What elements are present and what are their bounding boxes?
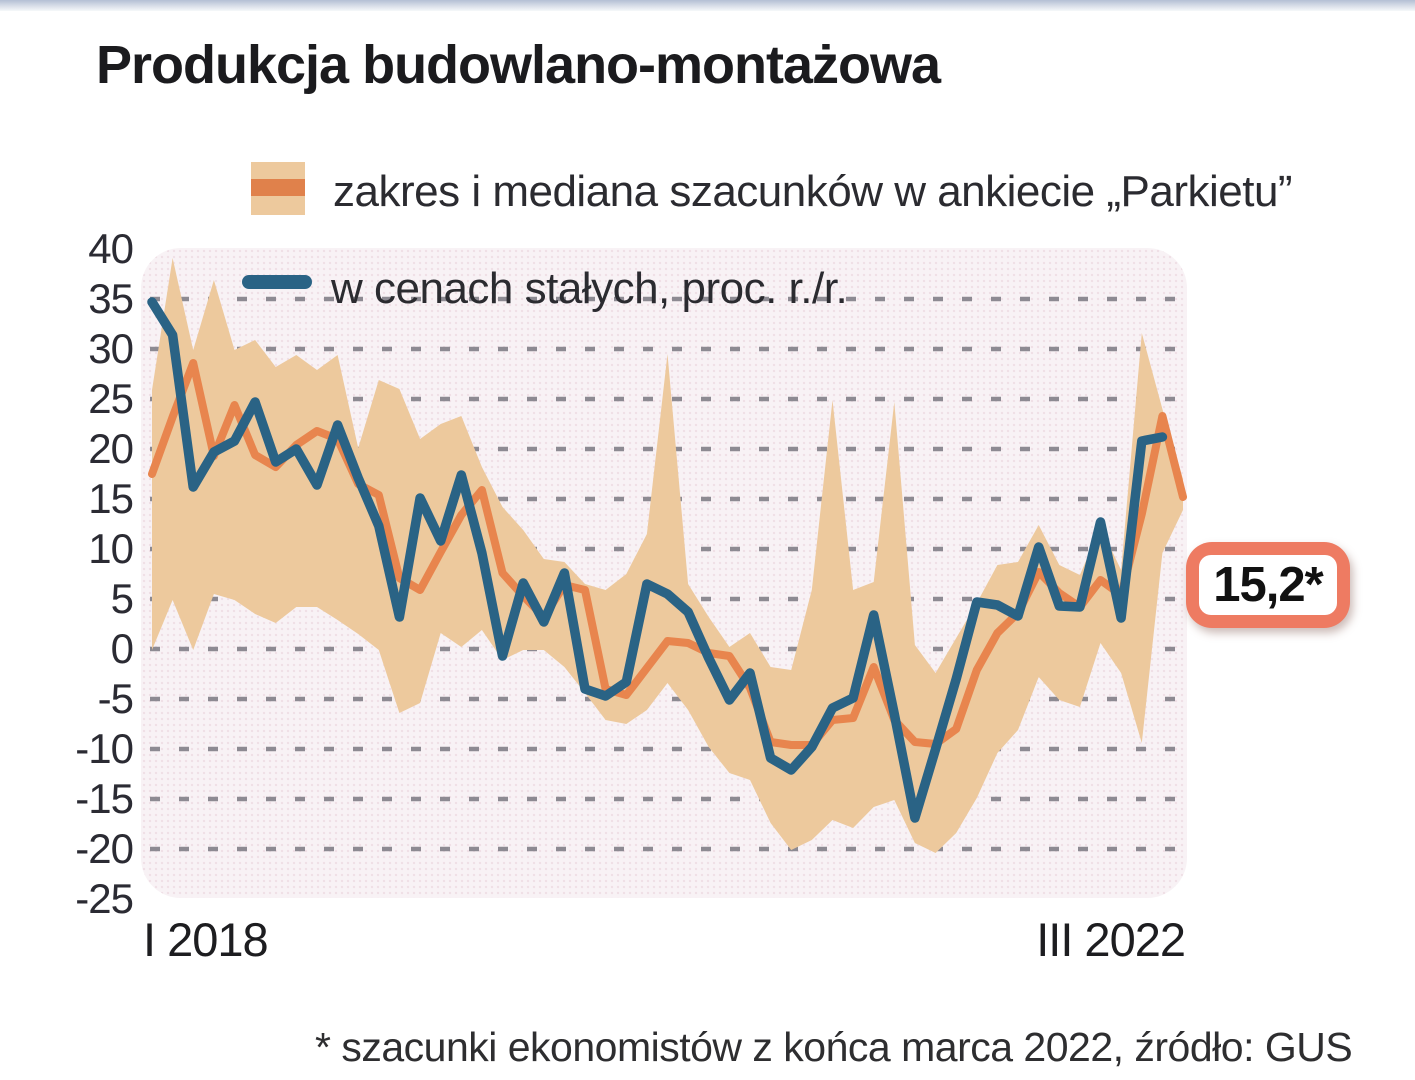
top-accent-bar [0, 0, 1415, 11]
chart-canvas [147, 258, 1187, 853]
estimate-range-band [152, 258, 1183, 853]
y-axis-tick-label: -15 [75, 775, 134, 822]
y-axis-tick-label: -20 [75, 825, 134, 872]
y-axis-tick-label: -25 [75, 875, 134, 922]
forecast-badge-value: 15,2* [1213, 558, 1323, 612]
forecast-badge-inner: 15,2* [1199, 555, 1337, 615]
x-axis-label-start: I 2018 [143, 913, 269, 966]
y-axis-tick-label: 20 [88, 425, 134, 472]
y-axis-tick-label: 10 [88, 525, 134, 572]
x-axis-label-end: III 2022 [1036, 913, 1186, 966]
page-title: Produkcja budowlano-montażowa [96, 35, 941, 95]
median-estimates-line [148, 359, 1187, 749]
actual-production-line [147, 297, 1168, 823]
y-axis-tick-label: 35 [88, 275, 134, 322]
y-axis-tick-label: 40 [88, 225, 134, 272]
legend-band-swatch [251, 162, 305, 215]
y-axis-tick-label: 30 [88, 325, 134, 372]
legend-band-label: zakres i mediana szacunków w ankiecie „P… [333, 167, 1293, 216]
y-axis-tick-label: 25 [88, 375, 134, 422]
legend-line-swatch [242, 275, 312, 289]
y-axis-tick-label: 0 [110, 625, 134, 672]
legend-line-label: w cenach stałych, proc. r./r. [331, 264, 848, 313]
y-axis-tick-label: -5 [97, 675, 134, 722]
plot-area [141, 248, 1187, 898]
forecast-badge: 15,2* [1186, 542, 1350, 628]
y-axis-tick-label: 15 [88, 475, 134, 522]
y-axis-tick-label: -10 [75, 725, 134, 772]
y-axis-tick-label: 5 [110, 575, 134, 622]
footnote: * szacunki ekonomistów z końca marca 202… [315, 1024, 1353, 1070]
